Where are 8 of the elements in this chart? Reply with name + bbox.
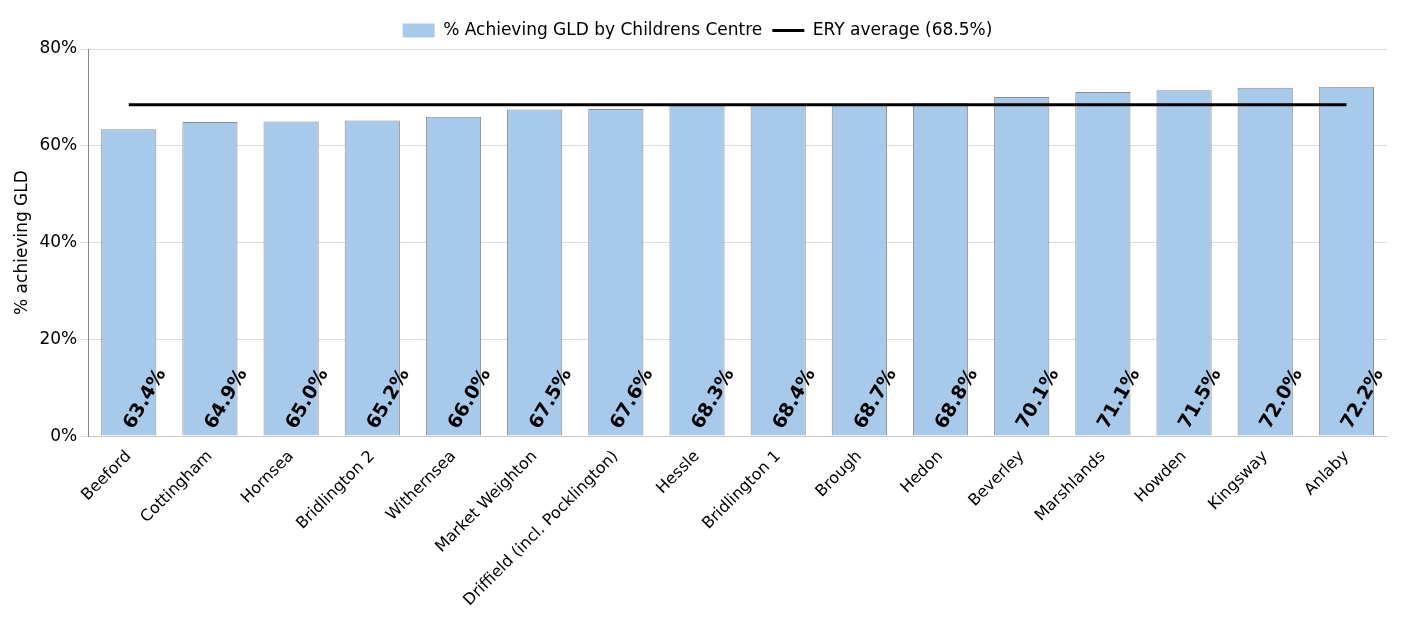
legend-label: % Achieving GLD by Childrens Centre	[443, 18, 763, 39]
y-tick-label: 0%	[50, 424, 78, 445]
y-tick-label: 40%	[39, 230, 78, 251]
y-tick-label: 20%	[39, 327, 78, 348]
y-tick-label: 80%	[39, 37, 78, 58]
legend-label: ERY average (68.5%)	[812, 18, 993, 39]
y-axis-title: % achieving GLD	[10, 170, 31, 315]
y-tick-label: 60%	[39, 134, 78, 155]
